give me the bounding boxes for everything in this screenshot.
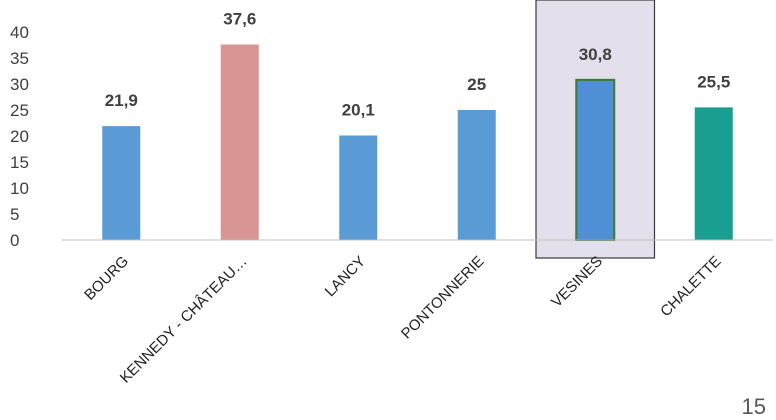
y-tick-label: 5 [10, 205, 19, 224]
x-tick-label: KENNEDY - CHÂTEAU… [117, 253, 251, 387]
bar [339, 135, 378, 240]
x-tick-label: BOURG [81, 253, 132, 304]
y-tick-label: 15 [10, 153, 29, 172]
x-tick-label: LANCY [322, 253, 369, 300]
x-tick-label: VESINES [548, 253, 606, 311]
bar [220, 44, 259, 241]
bar [575, 78, 616, 241]
data-label: 37,6 [223, 9, 256, 28]
data-label: 20,1 [342, 100, 375, 119]
data-label: 21,9 [105, 91, 138, 110]
bar [457, 110, 496, 240]
y-tick-label: 25 [10, 101, 29, 120]
y-tick-label: 20 [10, 127, 29, 146]
y-tick-label: 0 [10, 231, 19, 250]
y-tick-label: 35 [10, 49, 29, 68]
data-label: 25 [467, 75, 486, 94]
page-number: 15 [741, 394, 766, 419]
x-tick-label: PONTONNERIE [398, 253, 488, 343]
bar [102, 126, 141, 240]
y-tick-label: 40 [10, 23, 29, 42]
data-label: 30,8 [579, 45, 612, 64]
y-tick-label: 30 [10, 75, 29, 94]
y-tick-label: 10 [10, 179, 29, 198]
x-tick-label: CHALETTE [657, 253, 724, 320]
bar [694, 107, 733, 241]
data-label: 25,5 [697, 72, 730, 91]
